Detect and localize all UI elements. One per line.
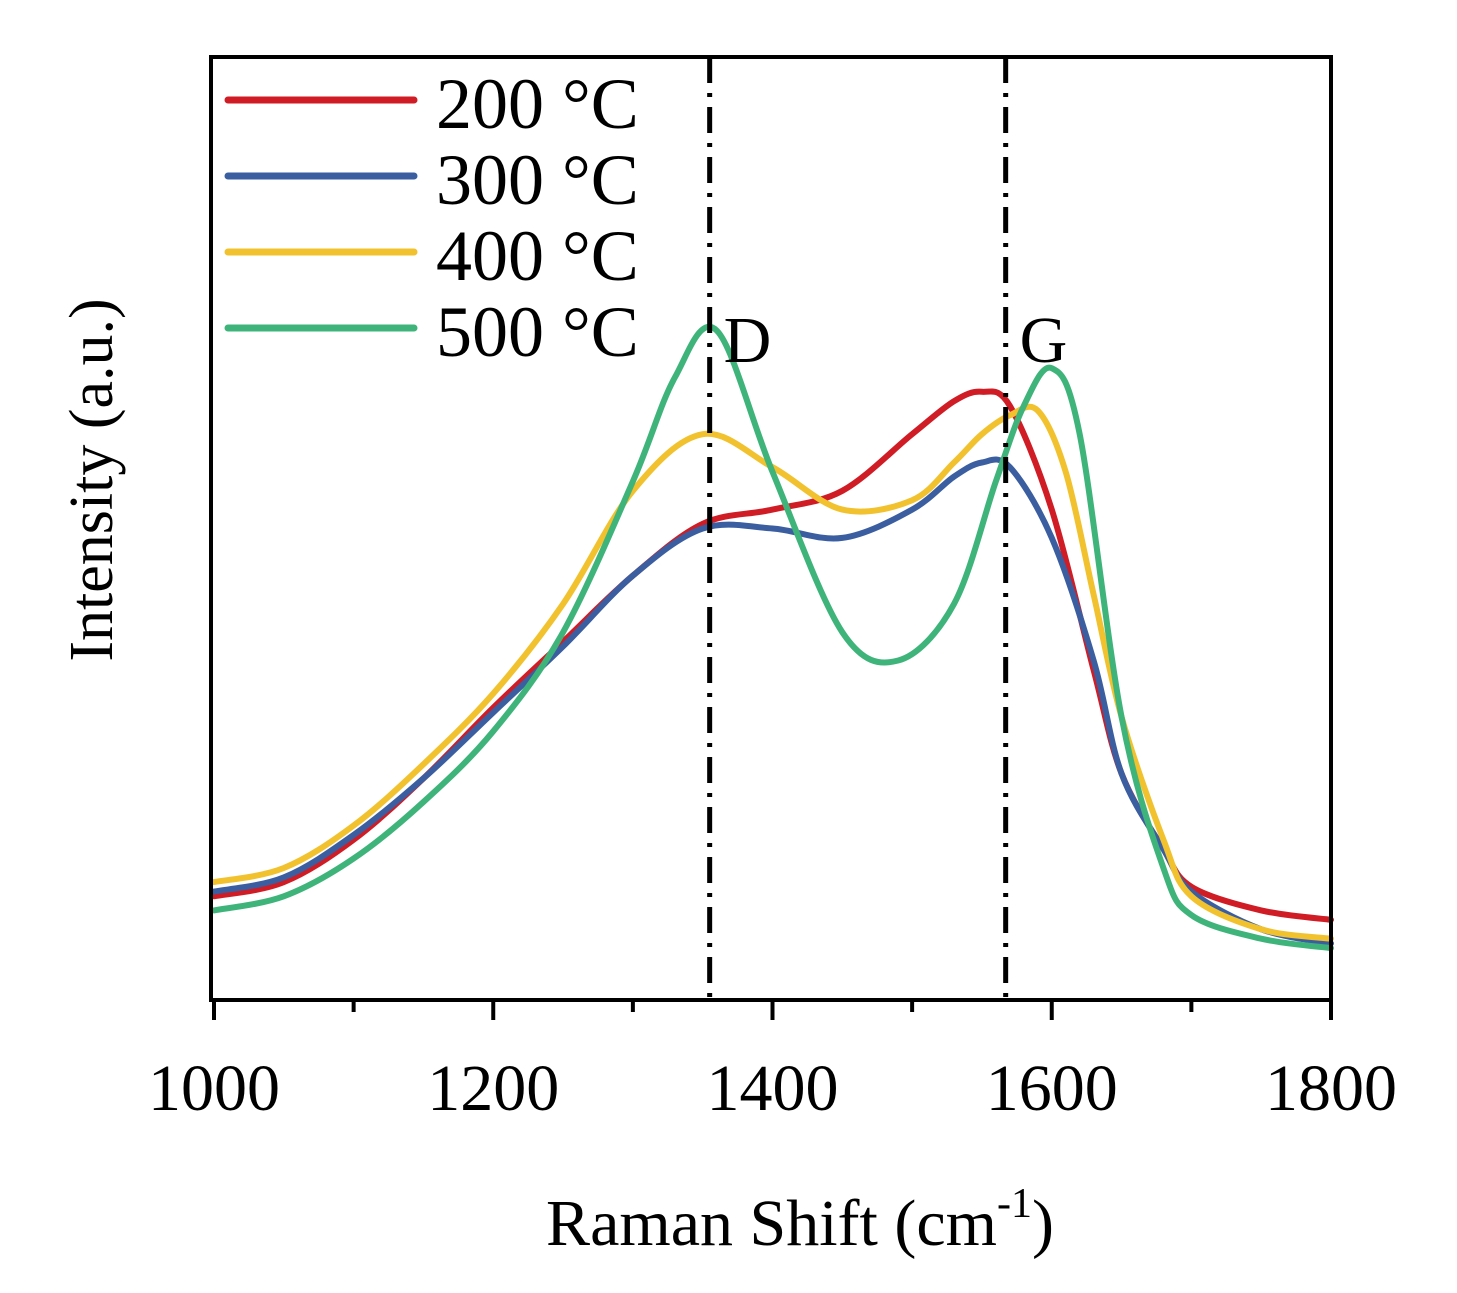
- x-axis-label-main: Raman Shift (cm: [546, 1187, 997, 1260]
- series-line-3: [211, 403, 1334, 942]
- series-line-2: [211, 456, 1334, 947]
- x-axis-label-superscript: -1: [997, 1181, 1032, 1227]
- x-tick-label: 1600: [986, 1052, 1118, 1125]
- legend-label-4: 500 °C: [436, 292, 639, 372]
- x-axis-label: Raman Shift (cm-1): [546, 1181, 1054, 1260]
- x-axis-label-close: ): [1032, 1187, 1054, 1260]
- x-tick-label: 1800: [1265, 1052, 1397, 1125]
- legend-label-2: 300 °C: [436, 140, 639, 220]
- x-tick-label: 1400: [707, 1052, 839, 1125]
- y-axis-label: Intensity (a.u.): [58, 298, 126, 661]
- x-axis-ticks: 1000 1200 1400 1600 1800: [148, 1000, 1397, 1125]
- reference-label-g: G: [1020, 304, 1068, 377]
- series-layer: [211, 323, 1334, 952]
- x-tick-label: 1200: [427, 1052, 559, 1125]
- x-tick-label: 1000: [148, 1052, 280, 1125]
- legend-label-1: 200 °C: [436, 64, 639, 144]
- reference-label-d: D: [724, 304, 772, 377]
- legend-label-3: 400 °C: [436, 216, 639, 296]
- series-line-4: [211, 323, 1334, 952]
